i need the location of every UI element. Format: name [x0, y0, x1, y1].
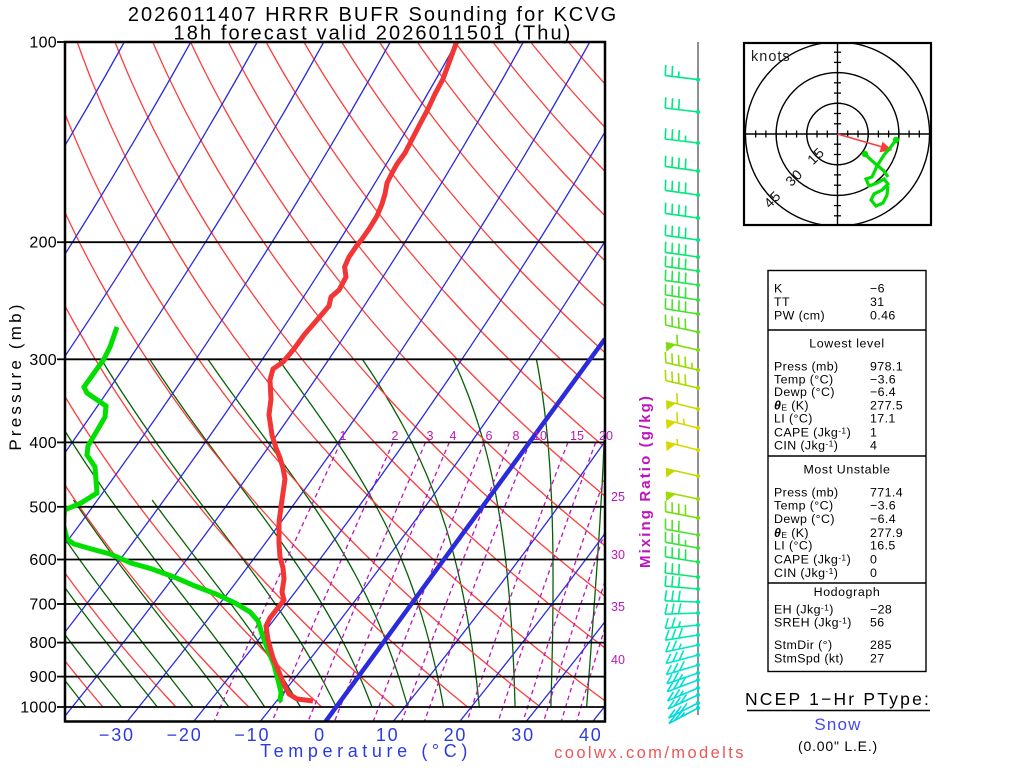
svg-text:277.5: 277.5: [870, 399, 903, 413]
svg-text:800: 800: [29, 635, 57, 652]
svg-text:18h forecast valid 2026011501: 18h forecast valid 2026011501 (Thu): [174, 23, 573, 45]
svg-text:StmDir (°): StmDir (°): [774, 638, 833, 652]
svg-text:PW (cm): PW (cm): [774, 309, 825, 323]
svg-text:Pressure (mb): Pressure (mb): [6, 301, 25, 450]
svg-text:Dewp (°C): Dewp (°C): [774, 385, 835, 399]
svg-text:771.4: 771.4: [870, 486, 903, 500]
svg-text:1000: 1000: [20, 700, 57, 717]
svg-text:−6.4: −6.4: [870, 385, 896, 399]
svg-text:8: 8: [513, 429, 520, 443]
svg-text:600: 600: [29, 552, 57, 569]
svg-text:17.1: 17.1: [870, 412, 896, 426]
svg-text:−28: −28: [870, 603, 892, 617]
svg-text:35: 35: [611, 600, 625, 614]
svg-text:1: 1: [340, 429, 347, 443]
svg-text:30: 30: [611, 548, 625, 562]
svg-text:StmSpd (kt): StmSpd (kt): [774, 652, 844, 666]
svg-text:100: 100: [29, 35, 57, 52]
svg-text:K: K: [774, 282, 783, 296]
svg-text:−3.6: −3.6: [870, 499, 896, 513]
svg-text:40: 40: [579, 725, 603, 745]
svg-text:Most Unstable: Most Unstable: [804, 463, 891, 477]
svg-text:TT: TT: [774, 295, 790, 309]
svg-text:31: 31: [870, 295, 885, 309]
svg-text:−30: −30: [99, 725, 135, 745]
svg-text:coolwx.com/modelts: coolwx.com/modelts: [554, 744, 746, 762]
svg-text:27: 27: [870, 652, 885, 666]
svg-text:−20: −20: [167, 725, 203, 745]
svg-text:0.46: 0.46: [870, 309, 896, 323]
svg-text:20: 20: [599, 429, 613, 443]
svg-text:0: 0: [870, 566, 877, 580]
svg-text:978.1: 978.1: [870, 360, 903, 374]
svg-text:−6: −6: [870, 282, 885, 296]
svg-text:LI (°C): LI (°C): [774, 539, 813, 553]
svg-text:knots: knots: [751, 49, 791, 65]
svg-text:Lowest level: Lowest level: [809, 337, 884, 351]
svg-text:400: 400: [29, 435, 57, 452]
svg-text:Press (mb): Press (mb): [774, 486, 839, 500]
svg-text:0: 0: [870, 553, 877, 567]
svg-text:Temperature (°C): Temperature (°C): [260, 741, 472, 761]
svg-text:300: 300: [29, 352, 57, 369]
svg-text:285: 285: [870, 638, 892, 652]
svg-text:15: 15: [570, 429, 584, 443]
svg-text:500: 500: [29, 499, 57, 516]
svg-text:Dewp (°C): Dewp (°C): [774, 512, 835, 526]
svg-text:900: 900: [29, 669, 57, 686]
svg-text:LI (°C): LI (°C): [774, 412, 813, 426]
svg-text:3: 3: [427, 429, 434, 443]
svg-text:−6.4: −6.4: [870, 512, 896, 526]
svg-text:4: 4: [450, 429, 457, 443]
svg-text:2: 2: [392, 429, 399, 443]
svg-text:25: 25: [611, 490, 625, 504]
svg-text:Snow: Snow: [814, 715, 861, 734]
svg-text:700: 700: [29, 597, 57, 614]
svg-text:Temp (°C): Temp (°C): [774, 499, 834, 513]
svg-text:56: 56: [870, 616, 885, 630]
svg-text:NCEP 1−Hr PType:: NCEP 1−Hr PType:: [745, 689, 931, 709]
svg-text:16.5: 16.5: [870, 539, 896, 553]
svg-text:1: 1: [870, 426, 877, 440]
svg-text:4: 4: [870, 439, 877, 453]
svg-text:40: 40: [611, 653, 625, 667]
svg-text:6: 6: [486, 429, 493, 443]
svg-text:Mixing Ratio (g/kg): Mixing Ratio (g/kg): [637, 394, 654, 568]
svg-text:(0.00" L.E.): (0.00" L.E.): [798, 738, 878, 754]
svg-text:Hodograph: Hodograph: [814, 585, 881, 599]
svg-text:30: 30: [511, 725, 535, 745]
svg-text:200: 200: [29, 235, 57, 252]
svg-text:Press (mb): Press (mb): [774, 360, 839, 374]
svg-text:10: 10: [533, 429, 547, 443]
